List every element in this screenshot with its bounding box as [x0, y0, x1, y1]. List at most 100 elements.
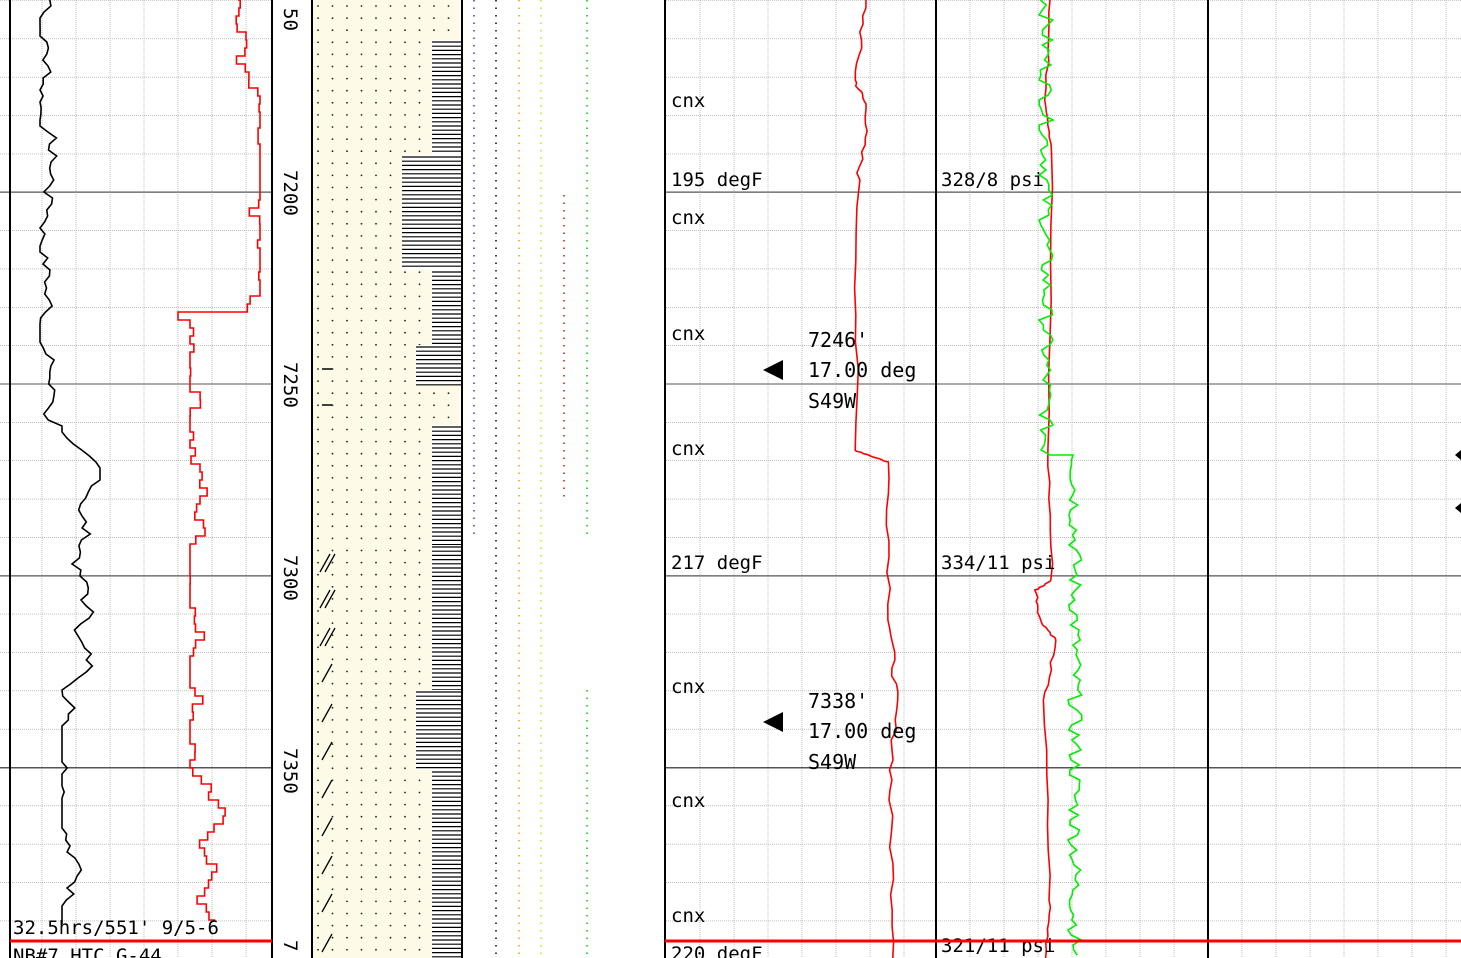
lith-dot	[404, 53, 406, 56]
lith-dot	[404, 827, 406, 830]
lith-dot	[331, 17, 334, 19]
lith-dot	[346, 392, 348, 395]
lith-dot	[317, 126, 319, 128]
lith-dot	[389, 936, 392, 939]
lith-dot	[331, 114, 334, 116]
lith-dot	[360, 428, 363, 431]
survey-marker-icon	[763, 712, 783, 732]
lith-dot	[375, 501, 377, 503]
lith-dot	[375, 719, 377, 721]
lith-dot	[317, 101, 319, 104]
lith-dot	[346, 271, 348, 274]
lith-dot	[346, 77, 348, 80]
lith-dot	[389, 138, 392, 141]
survey-azimuth: S49W	[808, 389, 857, 413]
lith-dot	[331, 319, 334, 322]
rop-curve	[38, 0, 101, 924]
lith-symbol	[321, 703, 333, 723]
lith-dot	[317, 585, 319, 588]
lith-dot	[418, 489, 421, 491]
lith-dot	[317, 694, 319, 697]
lith-dot	[418, 101, 421, 104]
connection-label: cnx	[671, 676, 705, 698]
lith-dot	[375, 307, 377, 310]
lith-dot	[404, 731, 406, 733]
lith-dot	[317, 247, 319, 249]
lith-dot	[360, 150, 363, 153]
lith-dot	[404, 719, 406, 721]
lith-dot	[418, 150, 421, 153]
lith-dot	[317, 259, 319, 261]
lith-dot	[346, 803, 348, 806]
lith-dot	[331, 755, 334, 758]
lith-dot	[404, 101, 406, 104]
lith-dot	[317, 634, 319, 637]
lith-dot	[389, 380, 392, 382]
lith-dot	[360, 755, 363, 758]
hatch-bg	[432, 425, 462, 545]
lith-dot	[375, 924, 377, 927]
lith-dot	[331, 89, 334, 92]
lith-dot	[360, 525, 363, 528]
lith-dot	[375, 658, 377, 661]
lith-dot	[360, 900, 363, 903]
lith-dot	[375, 864, 377, 866]
depth-label: 50	[279, 8, 301, 31]
lith-dot	[360, 815, 363, 818]
lith-dot	[360, 852, 363, 854]
lith-dot	[404, 416, 406, 419]
lith-dot	[360, 89, 363, 92]
pressure-curve-red	[1033, 0, 1057, 958]
lith-dot	[389, 307, 392, 310]
lith-dot	[331, 198, 334, 201]
lith-dot	[404, 924, 406, 927]
lith-dot	[404, 138, 406, 141]
lith-dot	[375, 598, 377, 600]
lith-dot	[389, 549, 392, 552]
lith-dot	[346, 464, 348, 467]
lith-dot	[346, 779, 348, 782]
lith-dot	[389, 356, 392, 358]
edge-marker-icon	[1455, 450, 1461, 460]
lith-dot	[418, 452, 421, 455]
lith-dot	[331, 706, 334, 709]
lith-dot	[346, 634, 348, 637]
lith-dot	[418, 779, 421, 782]
edge-marker-icon	[1455, 503, 1461, 513]
lith-dot	[360, 186, 363, 189]
lith-dot	[331, 634, 334, 637]
lith-dot	[346, 53, 348, 56]
lith-dot	[418, 501, 421, 503]
connection-label: cnx	[671, 323, 705, 345]
lith-dot	[317, 29, 319, 32]
lith-dot	[389, 247, 392, 249]
lith-dot	[404, 791, 406, 794]
lith-dot	[331, 827, 334, 830]
lith-dot	[331, 876, 334, 879]
lith-dot	[331, 41, 334, 44]
lith-dot	[346, 743, 348, 745]
lith-dot	[346, 186, 348, 189]
lith-dot	[331, 271, 334, 274]
lith-dot	[360, 791, 363, 794]
lith-dot	[317, 5, 319, 7]
lith-dot	[360, 440, 363, 443]
lith-dot	[375, 162, 377, 165]
lith-dot	[375, 319, 377, 322]
lith-dot	[389, 501, 392, 503]
lith-dot	[389, 864, 392, 866]
lith-dot	[404, 271, 406, 274]
lith-dot	[375, 852, 377, 854]
lith-dot	[447, 29, 450, 32]
lith-dot	[447, 17, 450, 19]
lith-dot	[317, 803, 319, 806]
lith-dot	[389, 452, 392, 455]
lith-dot	[346, 452, 348, 455]
lith-dot	[360, 573, 363, 576]
lith-dot	[375, 464, 377, 467]
lith-dot	[360, 392, 363, 395]
lith-dot	[346, 549, 348, 552]
lith-dot	[447, 392, 450, 395]
lith-dot	[404, 343, 406, 346]
lith-dot	[404, 549, 406, 552]
